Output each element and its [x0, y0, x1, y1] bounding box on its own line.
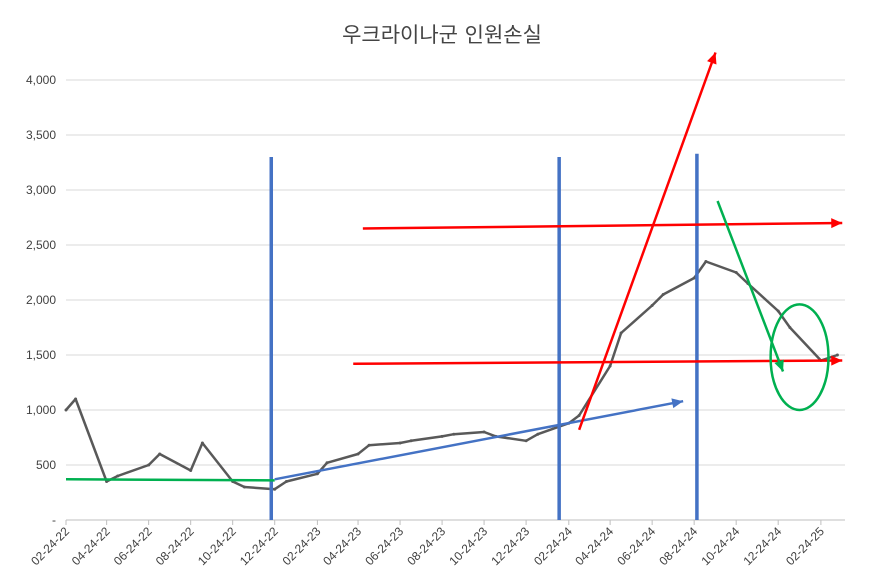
data-point [692, 276, 696, 280]
data-point [409, 439, 413, 443]
data-point [788, 326, 792, 329]
x-tick-label: 08-24-23 [404, 524, 448, 568]
annotation-green-line [716, 200, 785, 372]
data-point [356, 452, 360, 456]
annotation-arrowhead [707, 52, 717, 65]
x-tick-label: 02-24-22 [28, 524, 72, 568]
x-tick-label: 08-24-22 [153, 524, 197, 568]
data-point [200, 441, 204, 445]
data-point [650, 304, 654, 307]
data-point [64, 408, 68, 412]
data-point [189, 469, 193, 472]
data-point [577, 414, 581, 417]
x-tick-label: 06-24-24 [614, 524, 658, 568]
grid [66, 79, 845, 521]
data-point [619, 331, 623, 335]
x-tick-label: 06-24-22 [111, 524, 155, 568]
y-tick-label: 1,000 [26, 403, 56, 417]
x-tick-label: 04-24-22 [69, 524, 113, 568]
data-point [273, 487, 277, 491]
data-point [734, 271, 738, 274]
x-axis: 02-24-2204-24-2206-24-2208-24-2210-24-22… [28, 519, 845, 568]
annotation-arrowhead [774, 359, 784, 372]
data-point [608, 364, 612, 368]
y-tick-label: 500 [36, 458, 56, 472]
x-tick-label: 02-24-23 [280, 524, 324, 568]
annotation-red-line [362, 221, 843, 230]
data-point [367, 443, 371, 447]
data-point [74, 397, 78, 401]
data-point [242, 485, 246, 489]
annotation-green-ellipse [769, 303, 830, 412]
y-tick-label: 1,500 [26, 348, 56, 362]
x-tick-label: 10-24-24 [698, 524, 742, 568]
data-point [661, 293, 665, 296]
series-line [65, 260, 838, 491]
data-point [536, 432, 540, 436]
data-point [524, 439, 528, 443]
data-point [704, 260, 708, 263]
x-tick-label: 04-24-23 [320, 524, 364, 568]
data-point [440, 434, 444, 438]
annotation-red-line [577, 52, 717, 431]
y-tick-label: 2,000 [26, 293, 56, 307]
annotation-green-line [65, 478, 275, 482]
y-tick-label: 3,000 [26, 183, 56, 197]
annotation-arrowhead [831, 218, 843, 229]
x-tick-label: 10-24-23 [446, 524, 490, 568]
annotation-arrowhead [831, 355, 843, 366]
x-tick-label: 08-24-24 [656, 524, 700, 568]
x-tick-label: 10-24-22 [195, 524, 239, 568]
annotation-red-line [353, 359, 843, 366]
data-point [452, 432, 456, 436]
y-tick-label: - [52, 513, 56, 527]
annotation-blue-line [274, 399, 684, 481]
x-tick-label: 02-24-24 [531, 524, 575, 568]
data-point [835, 353, 839, 357]
data-point [776, 309, 780, 313]
x-tick-label: 06-24-23 [362, 524, 406, 568]
data-point [116, 474, 120, 478]
annotation-arrowhead [671, 398, 684, 409]
x-tick-label: 12-24-24 [740, 524, 784, 568]
x-tick-label: 04-24-24 [572, 524, 616, 568]
x-tick-label: 12-24-23 [488, 524, 532, 568]
x-tick-label: 02-24-25 [783, 524, 827, 568]
data-point [158, 452, 162, 456]
y-tick-label: 3,500 [26, 128, 56, 142]
data-point [398, 441, 402, 445]
series-layer [64, 260, 839, 491]
y-tick-label: 2,500 [26, 238, 56, 252]
data-point [325, 461, 329, 465]
y-tick-label: 4,000 [26, 73, 56, 87]
y-axis: - 500 1,000 1,500 2,000 2,500 3,000 3,500 4,000 [26, 73, 56, 527]
data-point [284, 480, 288, 483]
data-point [482, 430, 486, 434]
annotations [65, 52, 843, 520]
chart-title: 우크라이나군 인원손실 [342, 23, 542, 47]
data-point [315, 472, 319, 476]
x-tick-label: 12-24-22 [237, 524, 281, 568]
data-point [147, 463, 151, 467]
